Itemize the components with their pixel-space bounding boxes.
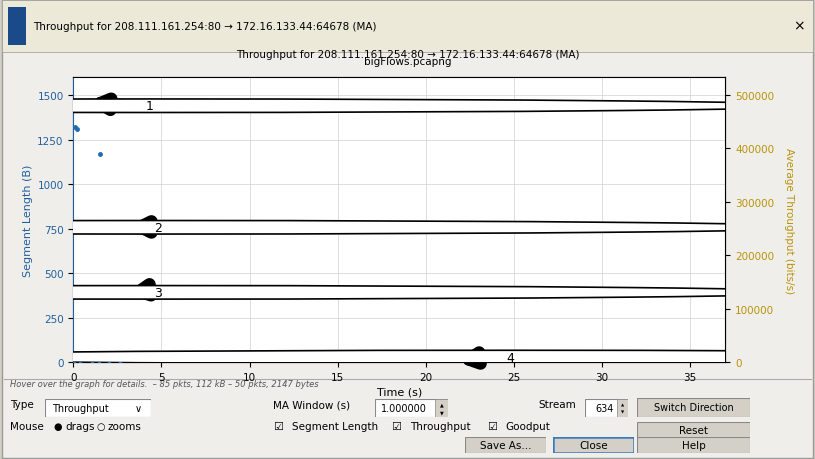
FancyBboxPatch shape: [637, 422, 750, 438]
Text: ×: ×: [793, 20, 804, 34]
Text: ▲: ▲: [621, 402, 623, 406]
Text: 3: 3: [154, 286, 162, 299]
Text: MA Window (s): MA Window (s): [273, 399, 350, 409]
Text: Throughput for 208.111.161.254:80 → 172.16.133.44:64678 (MA): Throughput for 208.111.161.254:80 → 172.…: [33, 22, 376, 32]
Y-axis label: Average Throughput (bits/s): Average Throughput (bits/s): [784, 147, 794, 293]
Text: bigFlows.pcapng: bigFlows.pcapng: [363, 57, 452, 67]
Text: zooms: zooms: [108, 421, 142, 431]
Text: 1.000000: 1.000000: [381, 403, 426, 413]
FancyBboxPatch shape: [553, 437, 634, 453]
Bar: [2, 1, 813, 53]
FancyBboxPatch shape: [45, 399, 151, 417]
Text: Close: Close: [579, 440, 608, 450]
FancyBboxPatch shape: [435, 399, 448, 417]
Text: Help: Help: [681, 440, 706, 450]
Text: Segment Length: Segment Length: [292, 421, 378, 431]
Text: ○: ○: [96, 421, 104, 431]
Text: drags: drags: [65, 421, 95, 431]
Circle shape: [0, 351, 815, 364]
FancyBboxPatch shape: [637, 398, 750, 417]
Text: ☑: ☑: [391, 421, 401, 431]
Text: 1: 1: [145, 100, 153, 113]
Text: Throughput: Throughput: [52, 403, 109, 413]
Circle shape: [0, 221, 815, 235]
Text: Mouse: Mouse: [10, 421, 43, 431]
Text: ▼: ▼: [440, 409, 443, 414]
Text: Throughput for 208.111.161.254:80 → 172.16.133.44:64678 (MA): Throughput for 208.111.161.254:80 → 172.…: [236, 50, 579, 59]
FancyBboxPatch shape: [637, 437, 750, 453]
Text: ●: ●: [54, 421, 62, 431]
Text: Stream: Stream: [538, 399, 575, 409]
Y-axis label: Segment Length (B): Segment Length (B): [23, 164, 33, 276]
Bar: [8, 8, 26, 46]
Text: 4: 4: [506, 351, 514, 364]
X-axis label: Time (s): Time (s): [377, 386, 422, 397]
Text: 2: 2: [154, 221, 162, 234]
Text: ☑: ☑: [273, 421, 283, 431]
Text: ▼: ▼: [621, 410, 623, 414]
FancyBboxPatch shape: [375, 399, 448, 417]
Text: ∨: ∨: [134, 403, 142, 413]
Text: Hover over the graph for details.  – 85 pkts, 112 kB – 50 pkts, 2147 bytes: Hover over the graph for details. – 85 p…: [10, 380, 319, 388]
Text: Goodput: Goodput: [505, 421, 550, 431]
Text: Type: Type: [10, 399, 33, 409]
Text: 634: 634: [595, 403, 614, 413]
FancyBboxPatch shape: [617, 399, 628, 417]
Text: ☑: ☑: [487, 421, 496, 431]
Text: Save As...: Save As...: [479, 440, 531, 450]
Circle shape: [0, 100, 815, 113]
Text: ▲: ▲: [440, 402, 443, 407]
FancyBboxPatch shape: [585, 399, 628, 417]
Text: Throughput: Throughput: [410, 421, 470, 431]
FancyBboxPatch shape: [465, 437, 546, 453]
Text: Switch Direction: Switch Direction: [654, 403, 734, 413]
Circle shape: [0, 286, 815, 299]
Text: Reset: Reset: [679, 425, 708, 435]
